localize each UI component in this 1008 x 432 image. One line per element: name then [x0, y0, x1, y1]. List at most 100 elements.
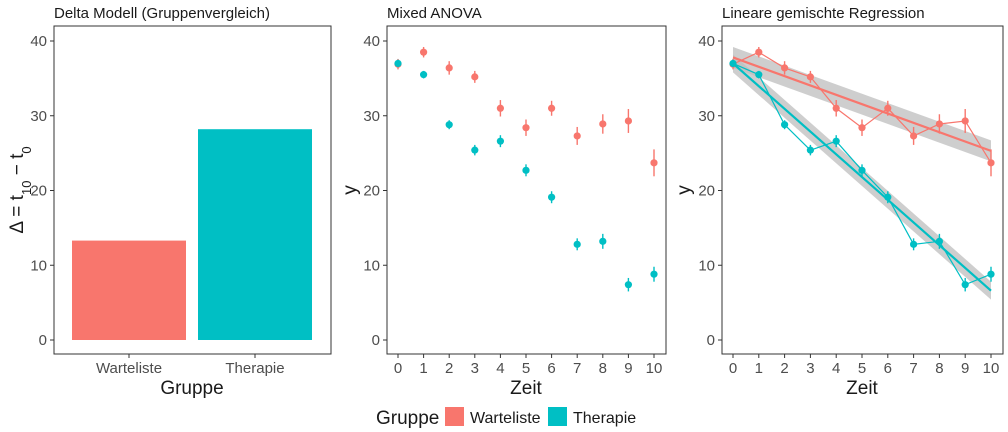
data-point	[445, 121, 453, 129]
data-point	[884, 193, 892, 201]
panel-title: Delta Modell (Gruppenvergleich)	[54, 5, 270, 22]
data-point	[806, 146, 815, 154]
legend: Gruppe Warteliste Therapie	[376, 407, 636, 429]
panel-title: Mixed ANOVA	[387, 5, 482, 22]
data-point	[884, 104, 892, 112]
x-tick-label: 1	[755, 360, 763, 377]
legend-label-warteliste: Warteliste	[470, 410, 541, 427]
data-point	[781, 64, 789, 72]
x-tick-label: 6	[547, 360, 555, 377]
data-point	[987, 159, 995, 167]
x-tick-label: 2	[445, 360, 453, 377]
data-point	[420, 71, 428, 79]
data-point	[910, 132, 918, 140]
x-tick-label: 7	[909, 360, 917, 377]
data-point	[522, 124, 530, 132]
y-tick-label: 20	[698, 183, 715, 200]
x-tick-label: 5	[858, 360, 866, 377]
y-tick-label: 20	[363, 183, 380, 200]
x-tick-label: 2	[780, 360, 788, 377]
regression-line	[732, 62, 992, 292]
x-axis-label: Zeit	[510, 378, 542, 399]
bar-warteliste	[72, 240, 186, 340]
x-axis-label: Gruppe	[160, 378, 223, 399]
legend-label-therapie: Therapie	[573, 410, 636, 427]
data-point	[858, 166, 866, 174]
data-point	[755, 48, 763, 56]
panel-title: Lineare gemischte Regression	[722, 5, 925, 22]
y-tick-label: 40	[30, 33, 47, 50]
data-point	[624, 117, 633, 125]
data-point	[961, 281, 969, 289]
y-tick-label: 20	[30, 183, 47, 200]
x-tick-label: 1	[419, 360, 427, 377]
data-point	[935, 237, 944, 245]
data-point	[755, 71, 763, 79]
x-tick-label: Therapie	[225, 360, 284, 377]
data-point	[624, 281, 633, 289]
data-point	[599, 120, 607, 128]
legend-title: Gruppe	[376, 408, 439, 429]
x-tick-label: 3	[471, 360, 479, 377]
x-tick-label: 0	[729, 360, 737, 377]
y-tick-label: 40	[363, 33, 380, 50]
data-point	[496, 137, 504, 145]
data-point	[729, 59, 737, 68]
x-tick-label: 10	[983, 360, 1000, 377]
y-tick-label: 10	[363, 257, 380, 274]
y-tick-label: 30	[30, 108, 47, 125]
data-point	[471, 73, 479, 81]
data-point	[987, 270, 995, 278]
regression-line	[732, 56, 992, 152]
y-tick-label: 30	[698, 108, 715, 125]
legend-swatch-warteliste	[445, 407, 464, 426]
y-tick-label: 0	[372, 332, 380, 349]
data-point	[806, 73, 815, 81]
y-tick-label: 40	[698, 33, 715, 50]
y-axis-label: y	[674, 185, 695, 195]
x-tick-label: 6	[884, 360, 892, 377]
y-tick-label: 30	[363, 108, 380, 125]
data-point	[858, 124, 866, 132]
data-point	[573, 132, 581, 140]
y-axis-label: y	[340, 185, 361, 195]
bar-therapie	[198, 129, 312, 340]
data-point	[573, 240, 581, 248]
data-point	[832, 137, 840, 145]
x-tick-label: 9	[624, 360, 632, 377]
data-point	[910, 240, 918, 248]
data-point	[832, 104, 840, 112]
x-tick-label: Warteliste	[96, 360, 162, 377]
data-point	[599, 237, 607, 245]
x-tick-label: 8	[935, 360, 943, 377]
y-tick-label: 10	[698, 257, 715, 274]
data-point	[420, 48, 428, 56]
data-point	[650, 270, 658, 278]
data-point	[445, 64, 453, 72]
regression-panel: Lineare gemischte Regression y Zeit 0102…	[674, 5, 1004, 399]
y-tick-label: 10	[30, 257, 47, 274]
data-point	[548, 104, 556, 112]
data-point	[522, 166, 530, 174]
data-point	[394, 59, 402, 68]
data-point	[935, 120, 944, 128]
x-tick-label: 4	[496, 360, 504, 377]
x-tick-label: 10	[646, 360, 663, 377]
x-tick-label: 5	[522, 360, 530, 377]
x-tick-label: 3	[806, 360, 814, 377]
data-point	[471, 146, 479, 154]
data-point	[650, 159, 658, 167]
x-tick-label: 8	[599, 360, 607, 377]
x-axis-label: Zeit	[846, 378, 878, 399]
legend-swatch-therapie	[548, 407, 567, 426]
x-tick-label: 0	[394, 360, 402, 377]
data-point	[781, 121, 789, 129]
x-tick-label: 9	[961, 360, 969, 377]
data-point	[548, 193, 556, 201]
data-point	[961, 117, 969, 125]
y-tick-label: 0	[39, 332, 47, 349]
x-tick-label: 4	[832, 360, 840, 377]
y-tick-label: 0	[707, 332, 715, 349]
